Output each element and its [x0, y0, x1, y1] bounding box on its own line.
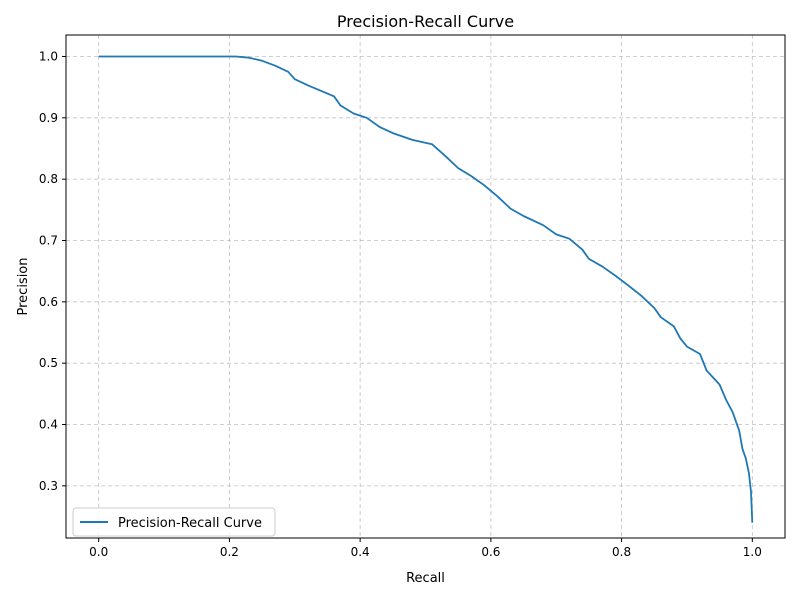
y-axis-label: Precision — [16, 257, 31, 315]
legend: Precision-Recall Curve — [72, 507, 276, 537]
y-tick-label: 0.3 — [39, 479, 58, 493]
x-tick-label: 0.6 — [481, 545, 500, 559]
x-tick-label: 0.4 — [351, 545, 370, 559]
series-layer — [98, 55, 754, 523]
y-tick-label: 0.5 — [39, 356, 58, 370]
x-tick-label: 1.0 — [743, 545, 762, 559]
y-tick-label: 0.7 — [39, 233, 58, 247]
legend-box — [72, 507, 276, 537]
y-tick-label: 1.0 — [39, 49, 58, 63]
legend-label: Precision-Recall Curve — [118, 516, 262, 531]
plot-frame — [65, 34, 786, 539]
y-tick-label: 0.6 — [39, 295, 58, 309]
grid-layer — [66, 35, 785, 538]
y-tick-label: 0.9 — [39, 111, 58, 125]
x-tick-label: 0.2 — [220, 545, 239, 559]
y-tick-label: 0.4 — [39, 418, 58, 432]
series-line-precision-recall — [98, 55, 754, 523]
x-tick-label: 0.8 — [612, 545, 631, 559]
x-tick-label: 0.0 — [89, 545, 108, 559]
tick-layer: 0.0 0.2 0.4 0.6 0.8 1.0 0.3 0.4 0.5 0.6 0.7 0.8 0.9 1… — [39, 49, 762, 559]
chart-title: Precision-Recall Curve — [337, 12, 514, 31]
y-tick-label: 0.8 — [39, 172, 58, 186]
x-axis-label: Recall — [406, 571, 445, 586]
